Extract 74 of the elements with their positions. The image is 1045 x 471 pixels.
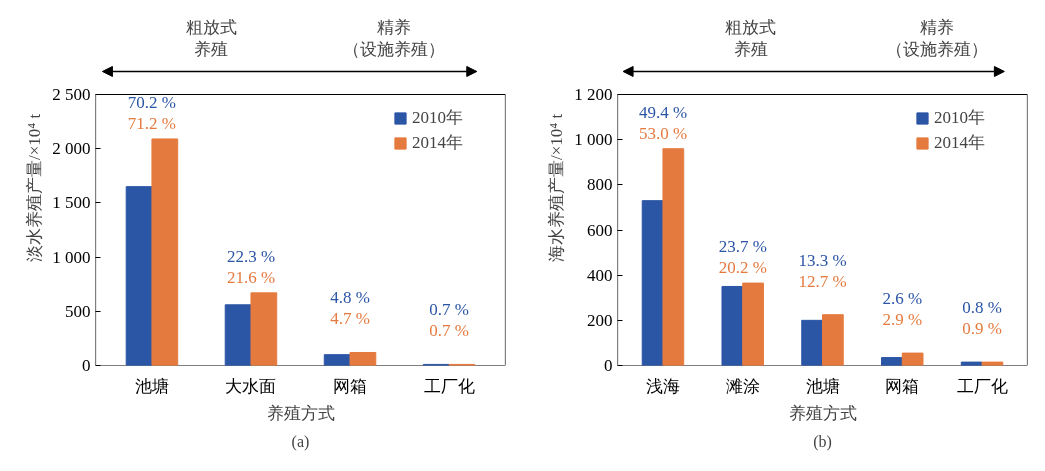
- x-tick-label: 工厂化: [956, 376, 1008, 396]
- y-tick-label: 1 000: [574, 130, 613, 150]
- annotation: 0.8 %: [962, 298, 1002, 318]
- bar: [151, 138, 179, 366]
- bar: [349, 351, 377, 366]
- annotation: 0.7 %: [429, 321, 469, 341]
- y-tick-label: 1 000: [52, 247, 91, 267]
- y-tick-label: 2 000: [52, 139, 91, 159]
- bar: [901, 352, 924, 366]
- y-tick-label: 1 500: [52, 193, 91, 213]
- bar: [801, 319, 823, 366]
- y-tick-label: 500: [65, 301, 91, 321]
- annotation: 4.8 %: [330, 288, 370, 308]
- legend-label: 2010年: [934, 107, 985, 129]
- bar: [641, 200, 664, 366]
- annotation: 13.3 %: [798, 250, 847, 270]
- annotation: 2.9 %: [882, 310, 923, 330]
- y-tick-label: 800: [587, 175, 613, 195]
- legend-label: 2014年: [934, 132, 985, 154]
- legend-label: 2014年: [412, 132, 463, 154]
- y-tick-label: 400: [587, 265, 613, 285]
- annotation: 21.6 %: [226, 267, 276, 287]
- bar: [323, 354, 351, 366]
- annotation: 4.7 %: [330, 309, 370, 329]
- bar: [960, 361, 983, 366]
- y-tick-label: 600: [587, 220, 613, 240]
- x-tick-label: 池塘: [805, 376, 840, 396]
- text: 养殖: [733, 40, 768, 60]
- annotation: 49.4 %: [638, 102, 688, 122]
- bar: [981, 361, 1004, 366]
- x-tick-label: 网箱: [333, 376, 368, 396]
- x-tick-label: 滩涂: [725, 376, 760, 396]
- bar: [822, 314, 844, 366]
- text: (b): [813, 432, 832, 451]
- bar: [881, 357, 903, 366]
- annotation: 0.7 %: [429, 300, 469, 320]
- text: 精养: [376, 18, 411, 38]
- y-tick-label: 0: [604, 356, 613, 375]
- x-tick-label: 浅海: [645, 376, 680, 396]
- x-tick-label: 工厂化: [423, 376, 475, 396]
- bar: [662, 148, 685, 366]
- x-axis-title: 养殖方式: [788, 403, 857, 423]
- bar: [721, 285, 744, 366]
- annotation: 70.2 %: [127, 92, 177, 112]
- y-axis-title: 海水养殖产量/×10⁴ t: [547, 113, 567, 263]
- x-axis-title: 养殖方式: [266, 403, 335, 423]
- bar: [742, 282, 764, 366]
- text: 粗放式: [185, 18, 237, 38]
- legend-label: 2010年: [412, 107, 463, 129]
- annotation: 0.9 %: [962, 319, 1002, 339]
- annotation: 71.2 %: [127, 113, 177, 133]
- text: （设施养殖）: [342, 40, 445, 60]
- y-tick-label: 200: [587, 310, 613, 330]
- x-tick-label: 大水面: [225, 376, 277, 396]
- text: (a): [291, 432, 310, 451]
- annotation: 53.0 %: [638, 123, 688, 143]
- x-tick-label: 网箱: [885, 376, 920, 396]
- bar: [125, 186, 153, 366]
- annotation: 2.6 %: [882, 289, 923, 309]
- annotation: 23.7 %: [718, 237, 767, 257]
- text: （设施养殖）: [886, 40, 989, 60]
- text: 精养: [920, 18, 955, 38]
- text: 粗放式: [725, 18, 777, 38]
- y-axis-title: 淡水养殖产量/×10⁴ t: [25, 113, 45, 263]
- x-tick-label: 池塘: [134, 376, 169, 396]
- text: 养殖: [194, 40, 229, 60]
- annotation: 20.2 %: [718, 258, 767, 278]
- y-tick-label: 0: [82, 356, 91, 375]
- y-tick-label: 2 500: [52, 85, 91, 105]
- bar: [250, 292, 278, 366]
- annotation: 12.7 %: [798, 271, 847, 291]
- bar: [224, 304, 252, 366]
- y-tick-label: 1 200: [574, 85, 613, 105]
- annotation: 22.3 %: [226, 246, 276, 266]
